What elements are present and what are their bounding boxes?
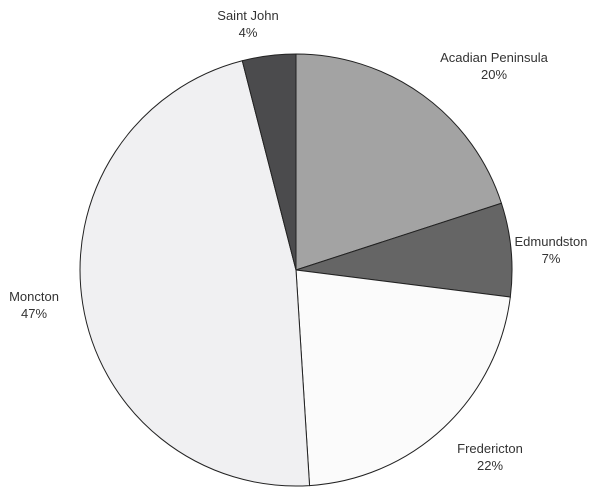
pie-slice-fredericton (295, 269, 511, 487)
slice-value-label-saint-john: 4% (239, 25, 258, 40)
slice-value-label-acadian-peninsula: 20% (481, 67, 507, 82)
slice-label-fredericton: Fredericton (457, 441, 523, 456)
pie-slice-moncton (79, 60, 311, 487)
slice-label-acadian-peninsula: Acadian Peninsula (440, 50, 548, 65)
slice-value-label-fredericton: 22% (477, 458, 503, 473)
slice-label-moncton: Moncton (9, 289, 59, 304)
slice-label-edmundston: Edmundston (515, 234, 588, 249)
slice-value-label-edmundston: 7% (542, 251, 561, 266)
pie-slice-acadian-peninsula (295, 53, 503, 271)
slice-label-saint-john: Saint John (217, 8, 278, 23)
pie-slices (79, 53, 513, 487)
pie-slice-saint-john (241, 53, 297, 271)
pie-labels: Acadian Peninsula 20% Edmundston 7% Frederic… (9, 8, 587, 473)
slice-value-label-moncton: 47% (21, 306, 47, 321)
